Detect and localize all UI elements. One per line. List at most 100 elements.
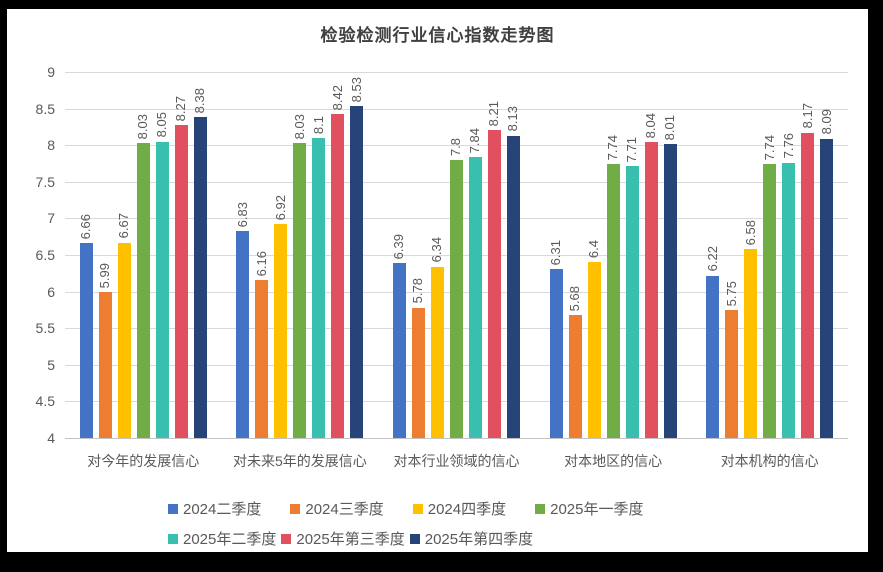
gridline (65, 108, 848, 110)
y-tick-label: 6.5 (35, 247, 55, 263)
legend-swatch-icon (290, 503, 301, 514)
legend-item: 2024三季度 (290, 498, 384, 519)
bar (568, 315, 582, 438)
bar-value-label: 5.78 (410, 278, 426, 304)
bar (706, 275, 720, 438)
bar-cell: 8.21 (486, 101, 501, 438)
bar-value-label: 8.04 (643, 112, 659, 139)
chart-title: 检验检测行业信心指数走势图 (320, 26, 555, 46)
bar-cell: 8.01 (662, 115, 678, 438)
bar-value-label: 6.22 (704, 246, 720, 272)
bar-cell: 6.16 (253, 250, 269, 438)
y-tick-label: 7.5 (35, 173, 55, 190)
bar-value-label: 6.31 (548, 239, 564, 265)
bar-cell: 6.92 (273, 195, 288, 438)
category-label: 对今年的发展信心 (87, 453, 200, 469)
gridline (65, 438, 848, 439)
y-tick-label: 5 (47, 356, 55, 373)
bar (625, 166, 639, 438)
bar-cell: 6.22 (704, 246, 720, 438)
y-tick-label: 5.5 (35, 320, 55, 337)
bar-group: 6.31 5.68 6.4 7.74 7.71 8.04 8.01 (535, 113, 692, 438)
bar-value-label: 8.01 (662, 115, 678, 141)
bar (193, 117, 207, 438)
bar (411, 307, 425, 438)
bar-value-label: 7.8 (448, 137, 464, 156)
bar (430, 266, 444, 438)
bar (663, 144, 677, 438)
bar-cell: 8.42 (329, 85, 345, 438)
gridline (65, 145, 848, 147)
bar (236, 230, 250, 438)
bar (312, 137, 326, 438)
bar-cell: 5.68 (567, 286, 582, 438)
bar (98, 292, 112, 438)
bar-cell: 6.4 (586, 240, 602, 438)
bar-value-label: 8.03 (135, 113, 151, 140)
legend-item: 2025年第四季度 (409, 528, 534, 549)
bar-value-label: 6.66 (78, 213, 94, 240)
bar-cell: 7.76 (781, 133, 796, 438)
bar (782, 162, 796, 438)
bar (606, 164, 620, 438)
category-label: 对本机构的信心 (720, 453, 819, 469)
bar-cell: 7.74 (762, 135, 777, 438)
legend: 2024二季度 2024三季度 2024四季度 2025年一季度 2025年二季度 202… (168, 498, 644, 549)
bar-group: 6.66 5.99 6.67 8.03 8.05 8.27 8.38 (65, 88, 222, 438)
legend-label: 2025年第四季度 (424, 531, 534, 548)
y-tick-label: 4.5 (35, 393, 55, 410)
bar-value-label: 8.42 (329, 85, 345, 111)
y-tick-label: 8 (47, 137, 55, 154)
bar-cell: 8.09 (819, 109, 834, 438)
bar-value-label: 8.1 (310, 115, 326, 134)
bar-cell: 6.39 (391, 234, 406, 438)
bar-cell: 7.8 (448, 137, 464, 438)
bar (274, 224, 288, 438)
bar (136, 143, 150, 438)
y-tick-label: 6 (47, 283, 55, 300)
bar-group: 6.22 5.75 6.58 7.74 7.76 8.17 8.09 (691, 103, 848, 438)
bar-value-label: 8.03 (291, 113, 307, 140)
plot-area: 9 8.5 8 7.5 7 6.5 6 5.5 5 4.5 4 6.66 5.99 6.67 8.03 8.0… (36, 64, 848, 446)
bar-cell: 5.99 (97, 263, 112, 438)
legend-item: 2024四季度 (412, 498, 507, 519)
legend-row: 2025年二季度 2025年第三季度 2025年第四季度 (168, 528, 644, 549)
y-tick-label: 8.5 (35, 100, 55, 117)
gridline (65, 72, 848, 73)
bar-cell: 6.58 (742, 219, 758, 438)
bar-value-label: 6.16 (253, 250, 269, 276)
bar (350, 106, 364, 438)
bar-value-label: 6.4 (586, 240, 602, 259)
bar-cell: 6.83 (235, 202, 250, 438)
bar-group: 6.83 6.16 6.92 8.03 8.1 8.42 8.53 (222, 77, 379, 438)
bar-value-label: 8.53 (348, 77, 364, 103)
bar-cell: 8.1 (310, 115, 326, 438)
bar-value-label: 6.58 (742, 219, 758, 246)
bar (255, 279, 269, 438)
bar (506, 135, 520, 438)
bar-value-label: 7.84 (467, 127, 483, 153)
bar-cell: 8.03 (291, 113, 307, 438)
bar (725, 309, 739, 438)
bar-cell: 8.04 (643, 112, 659, 438)
legend-label: 2024三季度 (305, 501, 384, 518)
bar (487, 129, 501, 438)
bar-cell: 7.84 (467, 127, 483, 438)
legend-label: 2024四季度 (427, 501, 507, 518)
bar (763, 164, 777, 438)
category-label: 对未来5年的发展信心 (232, 453, 367, 469)
bar-cell: 7.71 (624, 137, 639, 438)
legend-swatch-icon (535, 503, 546, 514)
bar-cell: 6.31 (548, 239, 564, 438)
bar-cell: 5.75 (724, 281, 739, 438)
bar-value-label: 6.67 (116, 213, 132, 239)
legend-swatch-icon (168, 533, 178, 544)
bar (587, 262, 601, 438)
legend-label: 2025年第三季度 (296, 531, 405, 548)
legend-label: 2025年一季度 (550, 501, 644, 518)
bar (549, 268, 563, 438)
legend-swatch-icon (412, 503, 423, 514)
bar-cell: 8.03 (135, 113, 151, 438)
bar-cell: 6.67 (116, 213, 132, 438)
y-tick-label: 9 (47, 64, 55, 80)
